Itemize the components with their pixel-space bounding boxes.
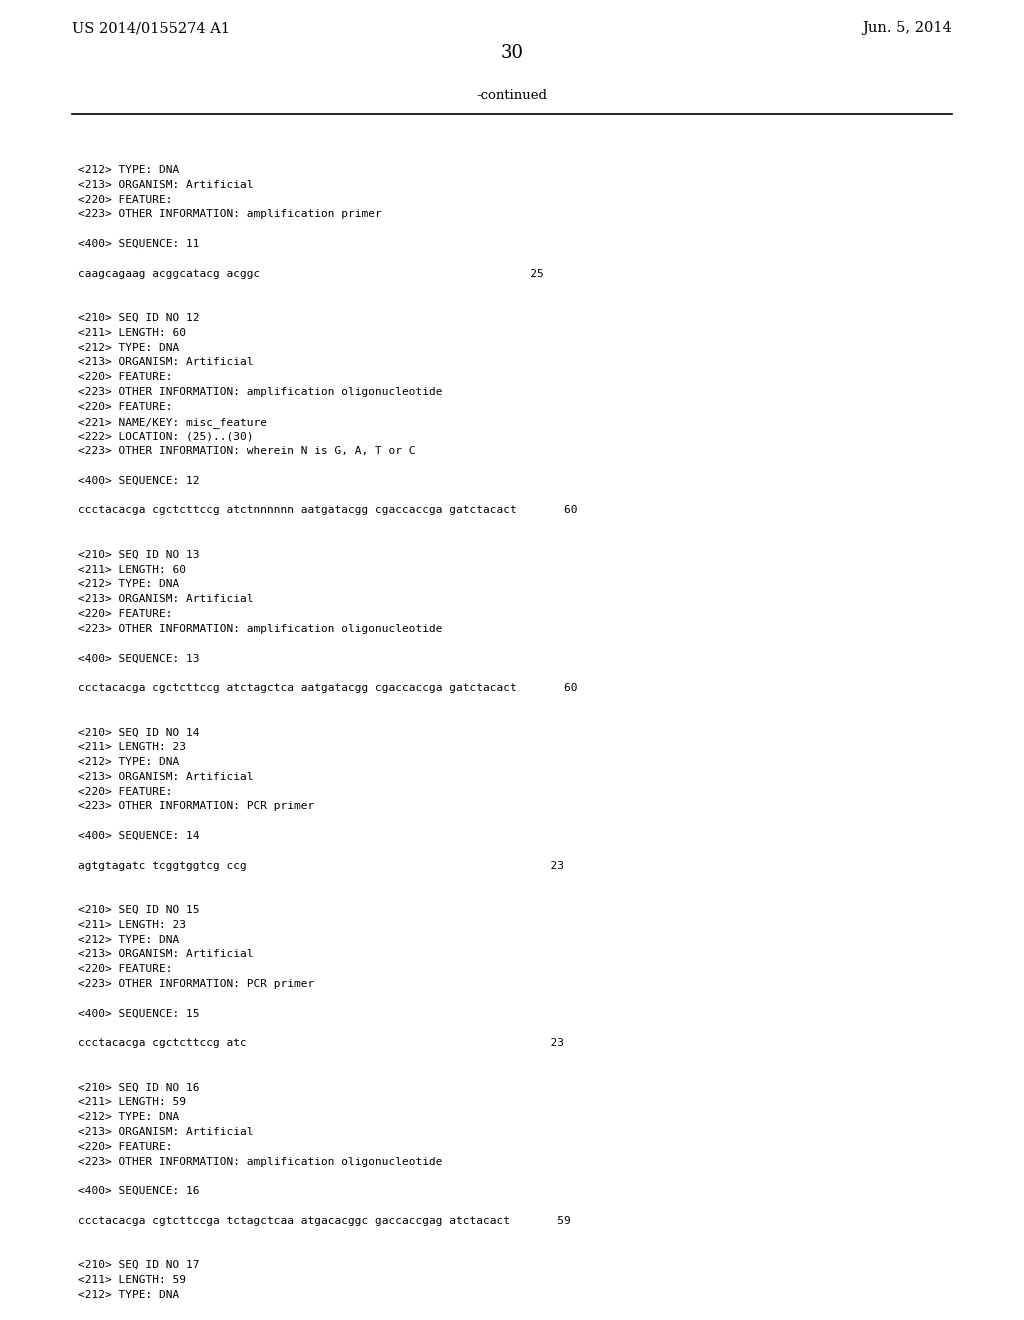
- Text: caagcagaag acggcatacg acggc                                        25: caagcagaag acggcatacg acggc 25: [78, 268, 544, 279]
- Text: <211> LENGTH: 60: <211> LENGTH: 60: [78, 565, 186, 574]
- Text: <212> TYPE: DNA: <212> TYPE: DNA: [78, 343, 179, 352]
- Text: ccctacacga cgtcttccga tctagctcaa atgacacggc gaccaccgag atctacact       59: ccctacacga cgtcttccga tctagctcaa atgacac…: [78, 1216, 570, 1226]
- Text: <213> ORGANISM: Artificial: <213> ORGANISM: Artificial: [78, 1127, 254, 1137]
- Text: <213> ORGANISM: Artificial: <213> ORGANISM: Artificial: [78, 949, 254, 960]
- Text: <212> TYPE: DNA: <212> TYPE: DNA: [78, 579, 179, 590]
- Text: <223> OTHER INFORMATION: wherein N is G, A, T or C: <223> OTHER INFORMATION: wherein N is G,…: [78, 446, 416, 457]
- Text: <223> OTHER INFORMATION: amplification oligonucleotide: <223> OTHER INFORMATION: amplification o…: [78, 624, 442, 634]
- Text: <211> LENGTH: 23: <211> LENGTH: 23: [78, 920, 186, 929]
- Text: ccctacacga cgctcttccg atctagctca aatgatacgg cgaccaccga gatctacact       60: ccctacacga cgctcttccg atctagctca aatgata…: [78, 682, 578, 693]
- Text: <210> SEQ ID NO 13: <210> SEQ ID NO 13: [78, 550, 200, 560]
- Text: ccctacacga cgctcttccg atc                                             23: ccctacacga cgctcttccg atc 23: [78, 1039, 564, 1048]
- Text: <400> SEQUENCE: 13: <400> SEQUENCE: 13: [78, 653, 200, 664]
- Text: ccctacacga cgctcttccg atctnnnnnn aatgatacgg cgaccaccga gatctacact       60: ccctacacga cgctcttccg atctnnnnnn aatgata…: [78, 506, 578, 515]
- Text: US 2014/0155274 A1: US 2014/0155274 A1: [72, 21, 230, 36]
- Text: <212> TYPE: DNA: <212> TYPE: DNA: [78, 165, 179, 176]
- Text: <211> LENGTH: 60: <211> LENGTH: 60: [78, 327, 186, 338]
- Text: <223> OTHER INFORMATION: PCR primer: <223> OTHER INFORMATION: PCR primer: [78, 979, 314, 989]
- Text: <223> OTHER INFORMATION: amplification oligonucleotide: <223> OTHER INFORMATION: amplification o…: [78, 387, 442, 397]
- Text: <400> SEQUENCE: 15: <400> SEQUENCE: 15: [78, 1008, 200, 1019]
- Text: <220> FEATURE:: <220> FEATURE:: [78, 964, 172, 974]
- Text: <213> ORGANISM: Artificial: <213> ORGANISM: Artificial: [78, 180, 254, 190]
- Text: <213> ORGANISM: Artificial: <213> ORGANISM: Artificial: [78, 594, 254, 605]
- Text: <212> TYPE: DNA: <212> TYPE: DNA: [78, 935, 179, 945]
- Text: <223> OTHER INFORMATION: amplification oligonucleotide: <223> OTHER INFORMATION: amplification o…: [78, 1156, 442, 1167]
- Text: <210> SEQ ID NO 15: <210> SEQ ID NO 15: [78, 906, 200, 915]
- Text: <213> ORGANISM: Artificial: <213> ORGANISM: Artificial: [78, 772, 254, 781]
- Text: <210> SEQ ID NO 17: <210> SEQ ID NO 17: [78, 1261, 200, 1270]
- Text: <220> FEATURE:: <220> FEATURE:: [78, 194, 172, 205]
- Text: <211> LENGTH: 59: <211> LENGTH: 59: [78, 1275, 186, 1284]
- Text: <220> FEATURE:: <220> FEATURE:: [78, 401, 172, 412]
- Text: <400> SEQUENCE: 12: <400> SEQUENCE: 12: [78, 475, 200, 486]
- Text: -continued: -continued: [476, 88, 548, 102]
- Text: <223> OTHER INFORMATION: amplification primer: <223> OTHER INFORMATION: amplification p…: [78, 210, 382, 219]
- Text: <220> FEATURE:: <220> FEATURE:: [78, 372, 172, 383]
- Text: <220> FEATURE:: <220> FEATURE:: [78, 787, 172, 796]
- Text: <400> SEQUENCE: 14: <400> SEQUENCE: 14: [78, 832, 200, 841]
- Text: 30: 30: [501, 44, 523, 62]
- Text: <210> SEQ ID NO 16: <210> SEQ ID NO 16: [78, 1082, 200, 1093]
- Text: <222> LOCATION: (25)..(30): <222> LOCATION: (25)..(30): [78, 432, 254, 441]
- Text: <213> ORGANISM: Artificial: <213> ORGANISM: Artificial: [78, 358, 254, 367]
- Text: <210> SEQ ID NO 14: <210> SEQ ID NO 14: [78, 727, 200, 738]
- Text: Jun. 5, 2014: Jun. 5, 2014: [862, 21, 952, 36]
- Text: <220> FEATURE:: <220> FEATURE:: [78, 609, 172, 619]
- Text: agtgtagatc tcggtggtcg ccg                                             23: agtgtagatc tcggtggtcg ccg 23: [78, 861, 564, 871]
- Text: <212> TYPE: DNA: <212> TYPE: DNA: [78, 1113, 179, 1122]
- Text: <223> OTHER INFORMATION: PCR primer: <223> OTHER INFORMATION: PCR primer: [78, 801, 314, 812]
- Text: <400> SEQUENCE: 11: <400> SEQUENCE: 11: [78, 239, 200, 249]
- Text: <212> TYPE: DNA: <212> TYPE: DNA: [78, 1290, 179, 1300]
- Text: <211> LENGTH: 23: <211> LENGTH: 23: [78, 742, 186, 752]
- Text: <212> TYPE: DNA: <212> TYPE: DNA: [78, 756, 179, 767]
- Text: <400> SEQUENCE: 16: <400> SEQUENCE: 16: [78, 1187, 200, 1196]
- Text: <220> FEATURE:: <220> FEATURE:: [78, 1142, 172, 1152]
- Text: <211> LENGTH: 59: <211> LENGTH: 59: [78, 1097, 186, 1107]
- Text: <221> NAME/KEY: misc_feature: <221> NAME/KEY: misc_feature: [78, 417, 267, 428]
- Text: <210> SEQ ID NO 12: <210> SEQ ID NO 12: [78, 313, 200, 323]
